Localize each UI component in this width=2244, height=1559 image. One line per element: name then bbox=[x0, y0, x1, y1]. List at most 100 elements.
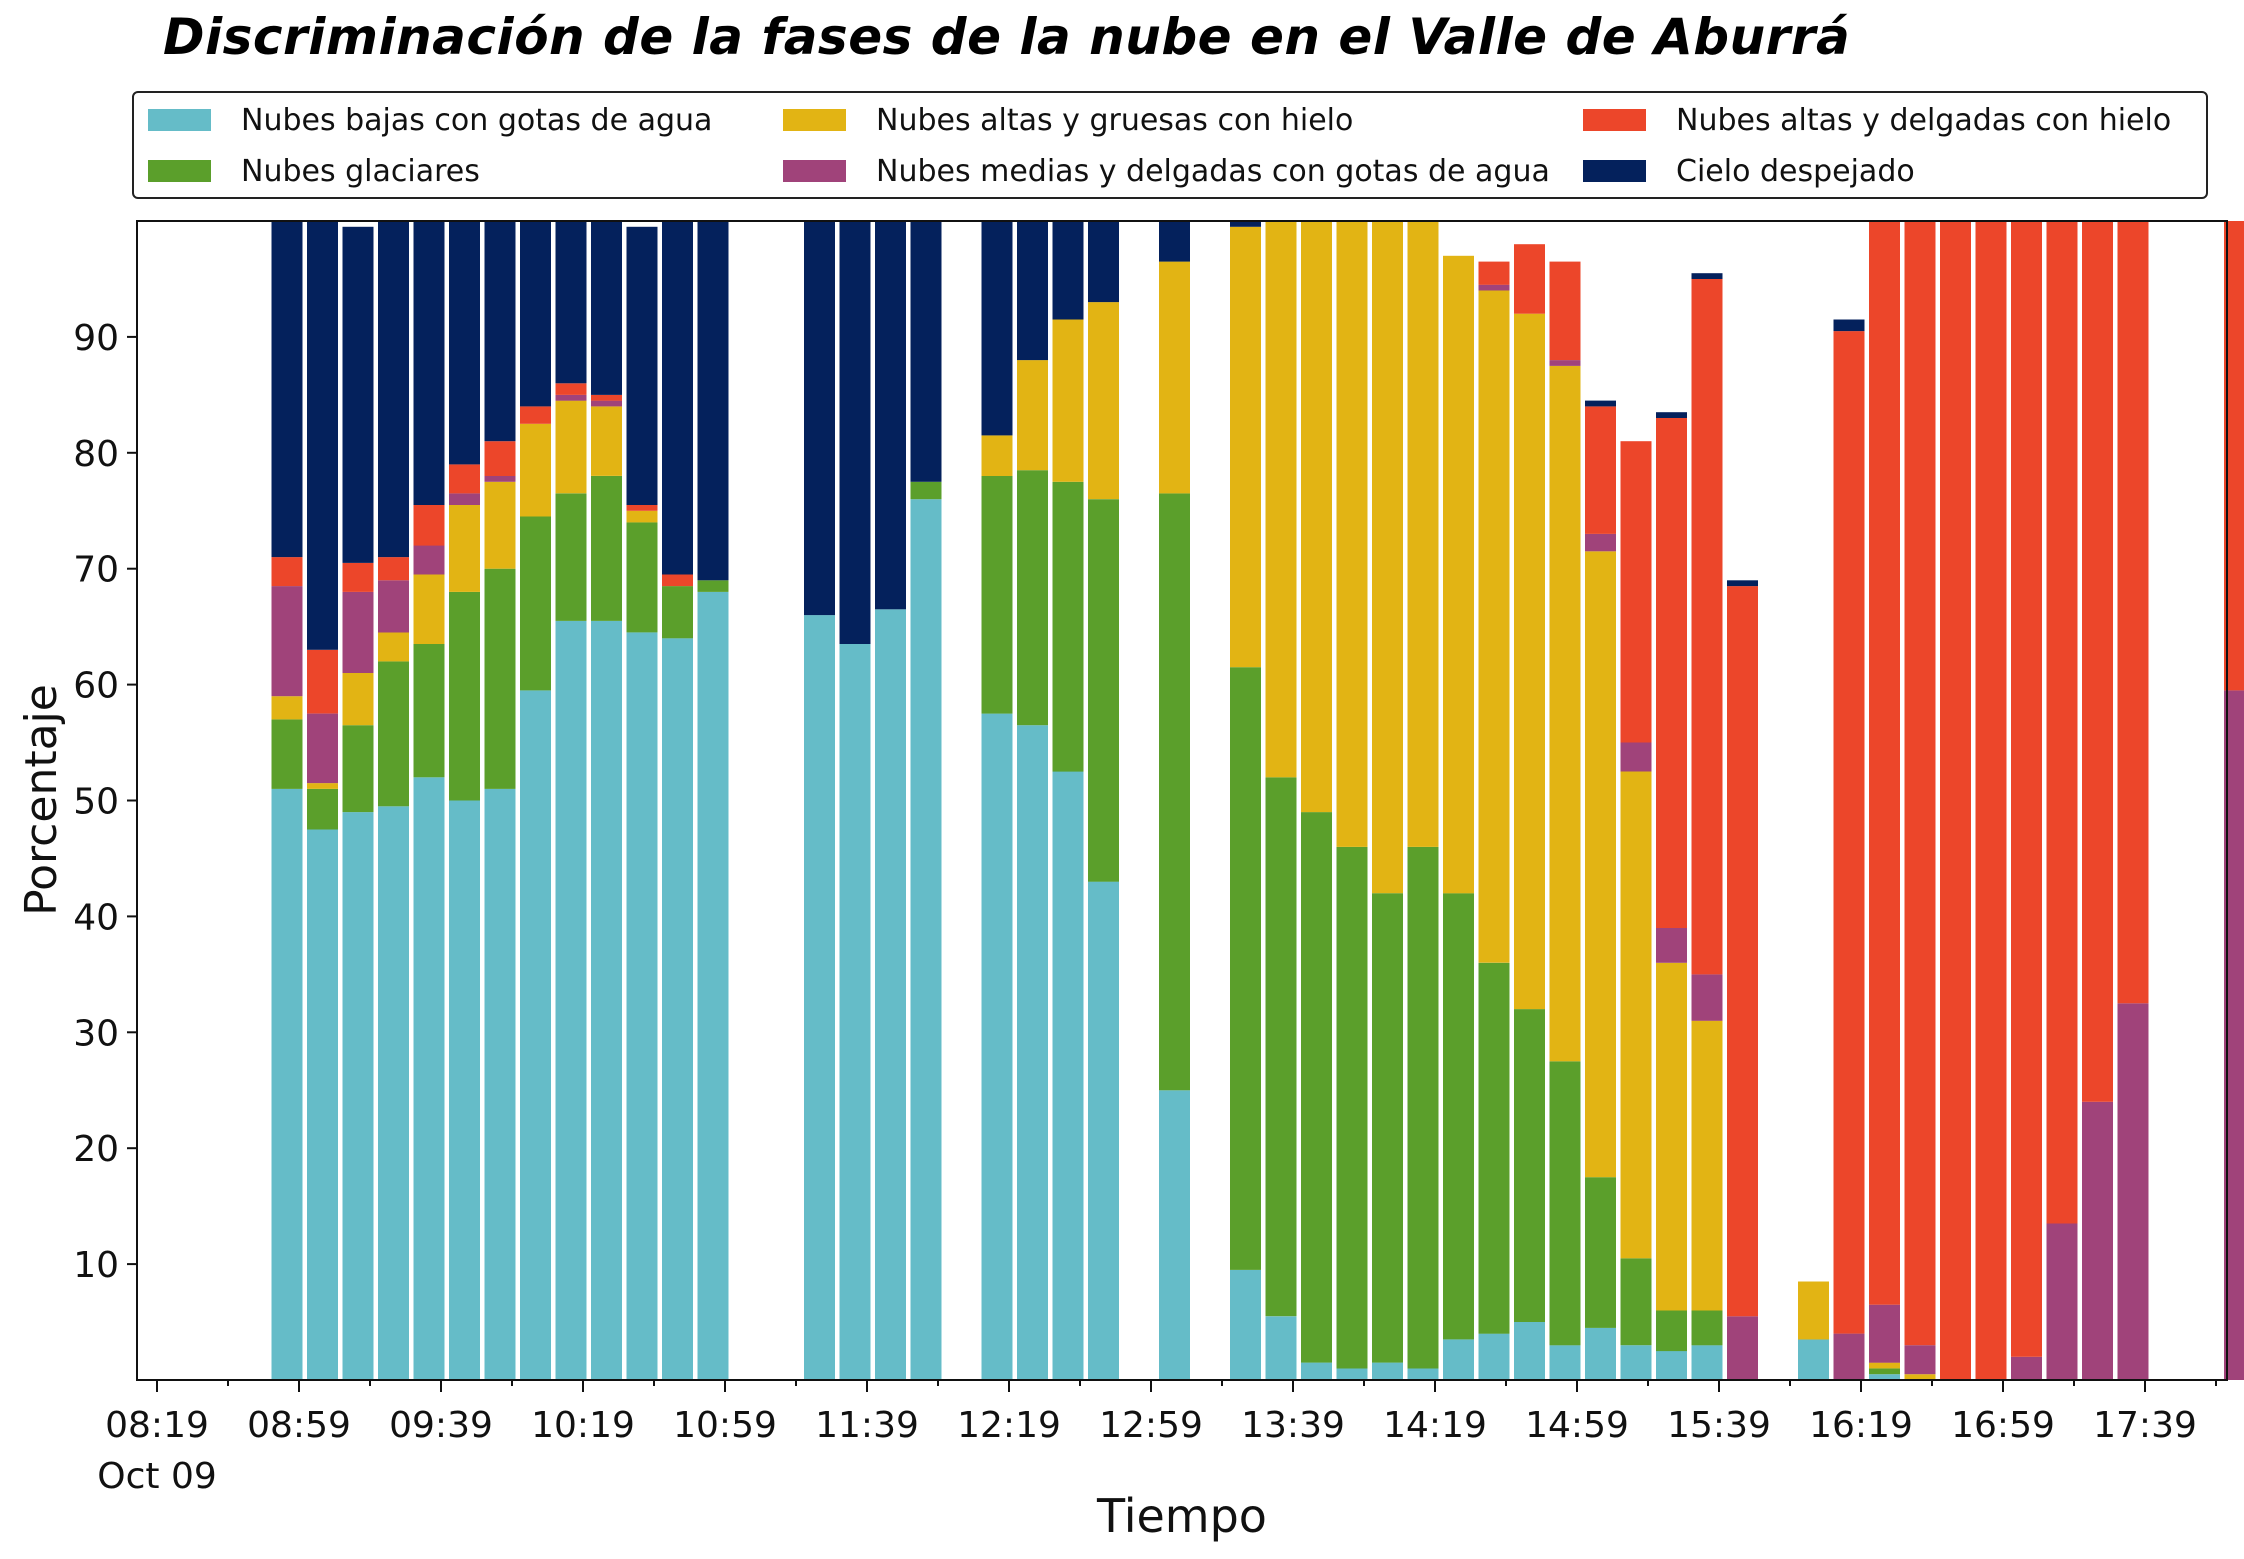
bar-segment bbox=[981, 221, 1013, 436]
bar-segment bbox=[1656, 962, 1687, 1311]
y-tick-label: 60 bbox=[73, 666, 119, 707]
bar-segment bbox=[1691, 974, 1723, 1021]
bar-segment bbox=[1017, 221, 1048, 361]
bar-segment bbox=[1549, 1345, 1581, 1380]
x-tick-label: 14:19 bbox=[1383, 1405, 1487, 1446]
bar-segment bbox=[1301, 1362, 1332, 1380]
x-axis-label: Tiempo bbox=[1096, 1489, 1267, 1543]
bar-segment bbox=[591, 394, 622, 401]
bar-segment bbox=[307, 713, 338, 784]
bar-segment bbox=[1052, 221, 1084, 320]
bar-stack-group bbox=[271, 221, 2244, 1381]
bar-segment bbox=[1727, 580, 1758, 587]
bar-segment bbox=[1159, 221, 1190, 262]
bar-segment bbox=[1727, 586, 1758, 1317]
bar-segment bbox=[413, 574, 445, 644]
bar-segment bbox=[1904, 221, 1936, 1346]
bar-segment bbox=[1514, 244, 1545, 314]
bar-segment bbox=[1052, 771, 1084, 1380]
bar-segment bbox=[1940, 221, 1971, 1380]
bar-segment bbox=[591, 476, 622, 621]
bar-segment bbox=[662, 221, 693, 575]
bar-segment bbox=[1585, 551, 1616, 1178]
bar-segment bbox=[1691, 279, 1723, 975]
bar-segment bbox=[1869, 1368, 1900, 1375]
bar-segment bbox=[1869, 1304, 1900, 1363]
bar-segment bbox=[378, 806, 409, 1380]
bar-segment bbox=[591, 620, 622, 1380]
bar-segment bbox=[1088, 221, 1119, 303]
bar-segment bbox=[342, 591, 374, 673]
bar-segment bbox=[1656, 412, 1687, 418]
bar-segment bbox=[271, 696, 303, 720]
bar-segment bbox=[378, 557, 409, 581]
bar-segment bbox=[378, 580, 409, 633]
legend-item: Nubes glaciares bbox=[148, 151, 480, 191]
x-tick-label: 12:59 bbox=[1099, 1405, 1203, 1446]
bar-segment bbox=[413, 644, 445, 778]
bar-segment bbox=[342, 812, 374, 1380]
bar-segment bbox=[1869, 221, 1900, 1305]
x-tick-label: 10:19 bbox=[531, 1405, 635, 1446]
bar-segment bbox=[1478, 284, 1510, 291]
bar-segment bbox=[1336, 846, 1368, 1369]
bar-segment bbox=[378, 632, 409, 662]
bar-segment bbox=[1336, 1368, 1368, 1380]
x-tick-label: 16:19 bbox=[1809, 1405, 1913, 1446]
bar-segment bbox=[1088, 302, 1119, 500]
bar-segment bbox=[1407, 221, 1439, 847]
bar-segment bbox=[555, 620, 587, 1380]
bar-segment bbox=[2011, 221, 2042, 1357]
bar-segment bbox=[910, 499, 942, 1380]
bar-segment bbox=[307, 788, 338, 830]
bar-segment bbox=[484, 441, 516, 476]
bar-segment bbox=[981, 713, 1013, 1380]
bar-segment bbox=[1159, 261, 1190, 494]
bar-segment bbox=[1620, 1345, 1652, 1380]
bar-segment bbox=[449, 505, 480, 592]
bar-segment bbox=[1372, 893, 1403, 1363]
bar-segment bbox=[1052, 319, 1084, 482]
bar-segment bbox=[839, 644, 871, 1380]
y-axis: 10 20 30 40 50 60 70 80 90 bbox=[73, 318, 137, 1286]
bar-segment bbox=[981, 435, 1013, 476]
bar-segment bbox=[449, 221, 480, 465]
bar-segment bbox=[2011, 1356, 2042, 1380]
y-axis-label: Porcentaje bbox=[16, 684, 67, 916]
bar-segment bbox=[555, 221, 587, 384]
bar-segment bbox=[1017, 725, 1048, 1380]
bar-segment bbox=[1656, 1351, 1687, 1380]
bar-segment bbox=[626, 632, 658, 1380]
bar-segment bbox=[1052, 481, 1084, 772]
bar-segment bbox=[520, 423, 551, 517]
bar-segment bbox=[271, 586, 303, 697]
bar-segment bbox=[626, 510, 658, 523]
x-tick-label: 11:39 bbox=[815, 1405, 919, 1446]
bar-segment bbox=[1585, 533, 1616, 552]
bar-segment bbox=[1336, 221, 1368, 847]
bar-segment bbox=[342, 226, 374, 563]
bar-segment bbox=[662, 586, 693, 639]
bar-segment bbox=[1691, 273, 1723, 279]
legend-label: Nubes medias y delgadas con gotas de agu… bbox=[876, 153, 1550, 189]
bar-segment bbox=[449, 493, 480, 505]
bar-segment bbox=[839, 221, 871, 644]
bar-segment bbox=[1159, 1090, 1190, 1381]
bar-segment bbox=[662, 638, 693, 1380]
bar-segment bbox=[1230, 221, 1261, 227]
y-tick-label: 30 bbox=[73, 1013, 119, 1054]
legend-swatch bbox=[1583, 160, 1646, 182]
chart-title: Discriminación de la fases de la nube en… bbox=[163, 8, 1851, 66]
bar-segment bbox=[1798, 1339, 1829, 1380]
bar-segment bbox=[555, 383, 587, 395]
bar-segment bbox=[413, 545, 445, 575]
bar-segment bbox=[484, 568, 516, 789]
bar-segment bbox=[342, 673, 374, 726]
bar-segment bbox=[1230, 667, 1261, 1270]
bar-segment bbox=[449, 591, 480, 801]
x-tick-label: 12:19 bbox=[957, 1405, 1061, 1446]
x-tick-label: 16:59 bbox=[1951, 1405, 2055, 1446]
bar-segment bbox=[1798, 1281, 1829, 1340]
legend-label: Nubes glaciares bbox=[241, 153, 480, 189]
bar-segment bbox=[1407, 846, 1439, 1369]
